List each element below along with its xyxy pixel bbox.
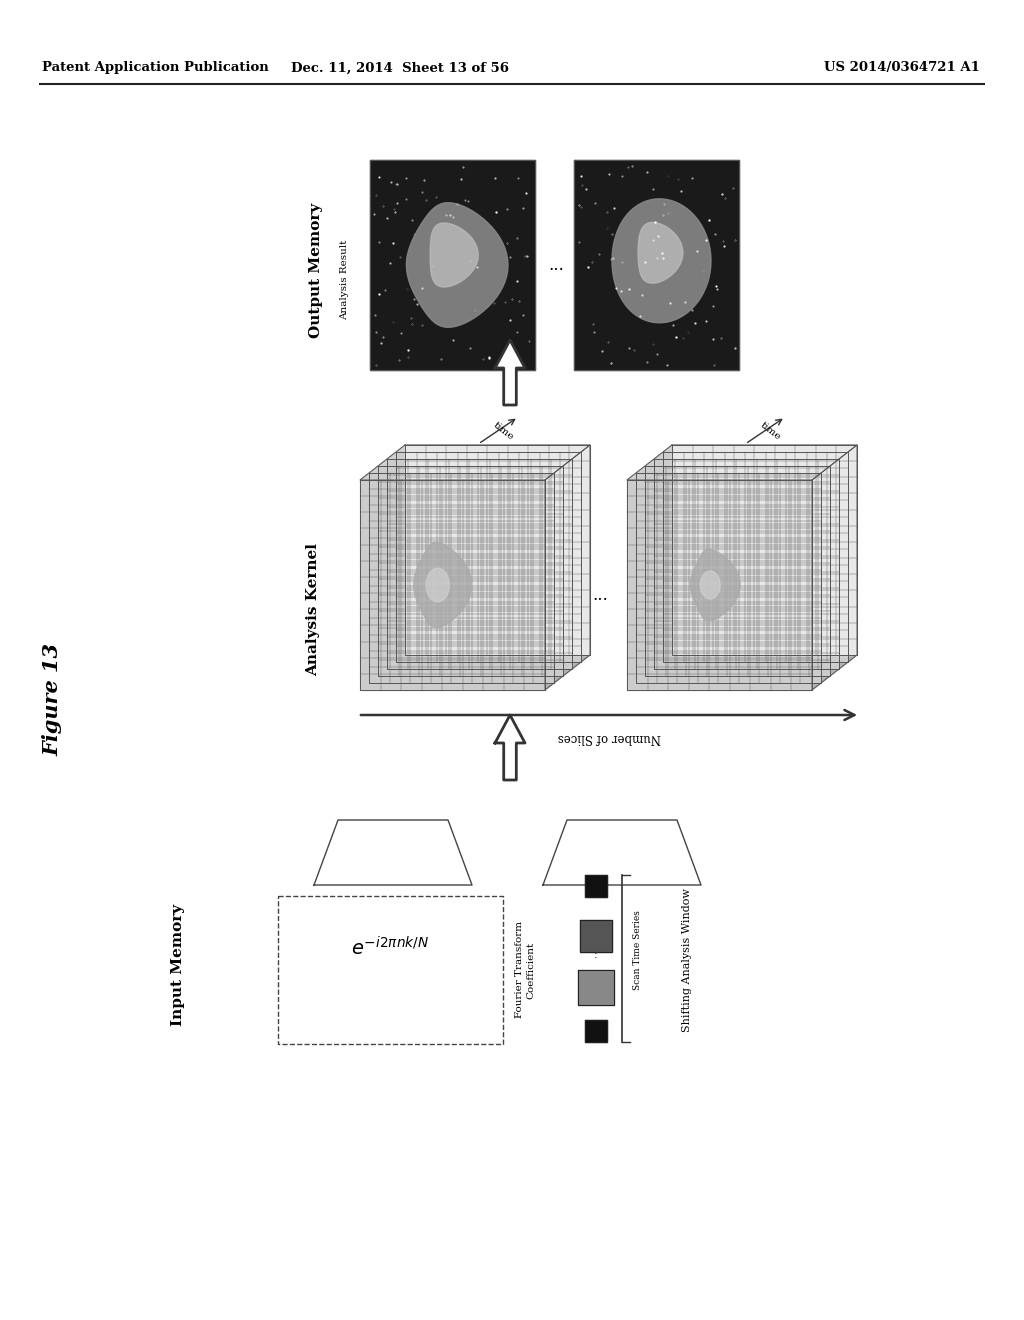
Text: $e^{-i2\pi nk/N}$: $e^{-i2\pi nk/N}$ <box>351 936 429 960</box>
Polygon shape <box>495 341 525 405</box>
Polygon shape <box>636 473 821 682</box>
Text: Shifting Analysis Window: Shifting Analysis Window <box>682 888 692 1032</box>
Text: US 2014/0364721 A1: US 2014/0364721 A1 <box>824 62 980 74</box>
Polygon shape <box>638 222 683 284</box>
Polygon shape <box>812 445 857 690</box>
Text: Analysis Kernel: Analysis Kernel <box>306 544 319 676</box>
Polygon shape <box>378 466 563 676</box>
Text: time: time <box>492 420 515 442</box>
Polygon shape <box>585 875 607 898</box>
Polygon shape <box>654 459 839 669</box>
Text: ...: ... <box>592 587 608 605</box>
Polygon shape <box>314 820 472 884</box>
Polygon shape <box>700 572 720 599</box>
Polygon shape <box>369 473 554 682</box>
Polygon shape <box>663 451 848 663</box>
Polygon shape <box>406 445 590 655</box>
Text: Input Memory: Input Memory <box>171 904 185 1026</box>
Text: Fourier Transform
Coefficient: Fourier Transform Coefficient <box>515 921 536 1019</box>
Polygon shape <box>543 820 701 884</box>
Polygon shape <box>580 920 612 952</box>
Text: Patent Application Publication: Patent Application Publication <box>42 62 268 74</box>
Polygon shape <box>407 203 508 327</box>
Polygon shape <box>396 451 581 663</box>
Polygon shape <box>426 568 450 602</box>
Polygon shape <box>387 459 572 669</box>
Text: Output Memory: Output Memory <box>309 202 323 338</box>
Polygon shape <box>430 223 478 286</box>
Polygon shape <box>545 445 590 690</box>
Polygon shape <box>414 543 472 628</box>
Text: ...: ... <box>548 256 564 273</box>
Text: Cache: Cache <box>603 847 641 861</box>
Polygon shape <box>690 549 740 620</box>
Polygon shape <box>585 1020 607 1043</box>
Polygon shape <box>495 715 525 780</box>
Polygon shape <box>360 445 590 480</box>
Text: Cache: Cache <box>375 847 412 861</box>
Text: Scan Time Series: Scan Time Series <box>633 909 641 990</box>
Polygon shape <box>612 199 711 323</box>
Polygon shape <box>360 480 545 690</box>
Text: :: : <box>594 950 598 960</box>
Polygon shape <box>574 160 739 370</box>
Polygon shape <box>579 970 613 1006</box>
Polygon shape <box>672 445 857 655</box>
Polygon shape <box>645 466 830 676</box>
Text: Figure 13: Figure 13 <box>42 644 62 756</box>
Text: time: time <box>758 420 782 442</box>
Text: Number of Slices: Number of Slices <box>557 731 660 744</box>
Polygon shape <box>370 160 535 370</box>
Polygon shape <box>627 445 857 480</box>
Text: Analysis Result: Analysis Result <box>341 240 349 321</box>
Text: Dec. 11, 2014  Sheet 13 of 56: Dec. 11, 2014 Sheet 13 of 56 <box>291 62 509 74</box>
Polygon shape <box>278 896 503 1044</box>
Polygon shape <box>627 480 812 690</box>
